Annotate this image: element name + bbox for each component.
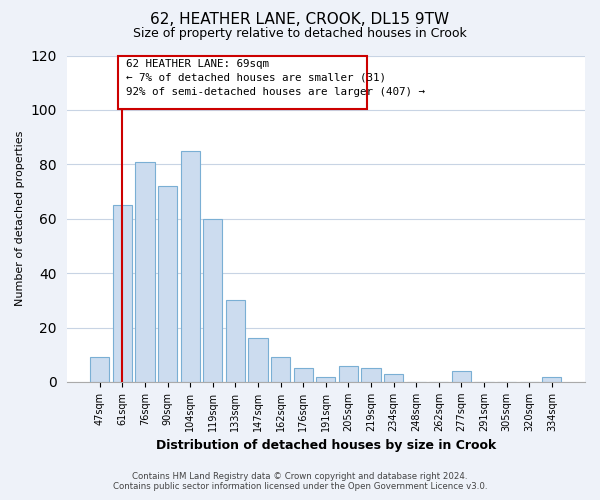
Text: 62, HEATHER LANE, CROOK, DL15 9TW: 62, HEATHER LANE, CROOK, DL15 9TW [151,12,449,28]
FancyBboxPatch shape [118,56,367,110]
Bar [361,368,380,382]
Bar [203,218,223,382]
Bar [136,162,155,382]
Text: Size of property relative to detached houses in Crook: Size of property relative to detached ho… [133,28,467,40]
X-axis label: Distribution of detached houses by size in Crook: Distribution of detached houses by size … [156,440,496,452]
Text: Contains HM Land Registry data © Crown copyright and database right 2024.
Contai: Contains HM Land Registry data © Crown c… [113,472,487,491]
Bar [113,205,132,382]
Bar [339,366,358,382]
Bar [293,368,313,382]
Bar [248,338,268,382]
Bar [271,358,290,382]
Bar [316,376,335,382]
Text: 62 HEATHER LANE: 69sqm
← 7% of detached houses are smaller (31)
92% of semi-deta: 62 HEATHER LANE: 69sqm ← 7% of detached … [126,59,425,97]
Bar [90,358,109,382]
Bar [158,186,177,382]
Bar [226,300,245,382]
Bar [542,376,562,382]
Bar [384,374,403,382]
Bar [181,150,200,382]
Bar [452,371,471,382]
Y-axis label: Number of detached properties: Number of detached properties [15,131,25,306]
